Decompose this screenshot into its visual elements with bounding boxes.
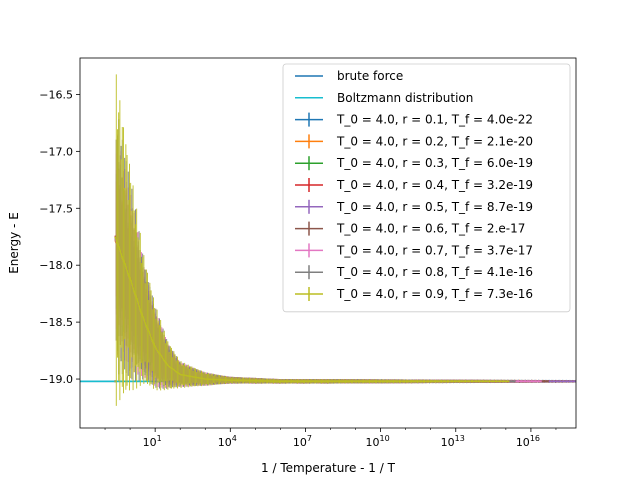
y-axis: −16.5 −17.0 −17.5 −18.0 −18.5 −19.0: [39, 88, 80, 386]
y-axis-label: Energy - E: [7, 212, 21, 274]
legend-label: T_0 = 4.0, r = 0.1, T_f = 4.0e-22: [336, 113, 533, 127]
x-tick-label: 101: [143, 434, 162, 449]
legend-label: T_0 = 4.0, r = 0.5, T_f = 8.7e-19: [336, 200, 533, 214]
legend-item: Boltzmann distribution: [295, 91, 473, 105]
legend-label: T_0 = 4.0, r = 0.2, T_f = 2.1e-20: [336, 134, 533, 148]
legend-item: T_0 = 4.0, r = 0.7, T_f = 3.7e-17: [295, 243, 533, 258]
legend-item: T_0 = 4.0, r = 0.4, T_f = 3.2e-19: [295, 178, 533, 192]
legend-item: T_0 = 4.0, r = 0.6, T_f = 2.e-17: [295, 221, 525, 236]
y-tick-label: −18.0: [39, 259, 73, 272]
legend-item: T_0 = 4.0, r = 0.8, T_f = 4.1e-16: [295, 265, 533, 280]
legend-item: T_0 = 4.0, r = 0.2, T_f = 2.1e-20: [295, 134, 533, 149]
legend-label: T_0 = 4.0, r = 0.9, T_f = 7.3e-16: [336, 287, 533, 301]
series-line: [114, 236, 510, 383]
y-tick-label: −17.0: [39, 145, 73, 158]
x-axis-label: 1 / Temperature - 1 / T: [261, 461, 396, 475]
legend-label: T_0 = 4.0, r = 0.3, T_f = 6.0e-19: [336, 156, 533, 170]
legend-label: brute force: [337, 69, 403, 83]
x-axis: 101 104 107 1010 1013 1016: [104, 428, 557, 449]
legend-label: T_0 = 4.0, r = 0.4, T_f = 3.2e-19: [336, 178, 533, 192]
legend-label: Boltzmann distribution: [337, 91, 473, 105]
plot-frame: [79, 57, 577, 429]
x-tick-label: 1010: [366, 434, 390, 449]
x-tick-label: 107: [293, 434, 312, 449]
series-layer: [80, 74, 576, 406]
x-tick-label: 1013: [441, 434, 465, 449]
legend: brute force Boltzmann distribution T_0 = 4…: [282, 63, 571, 313]
legend-label: T_0 = 4.0, r = 0.6, T_f = 2.e-17: [336, 222, 525, 236]
legend-label: T_0 = 4.0, r = 0.8, T_f = 4.1e-16: [336, 265, 533, 279]
y-tick-label: −17.5: [39, 202, 73, 215]
legend-label: T_0 = 4.0, r = 0.7, T_f = 3.7e-17: [336, 243, 533, 257]
y-tick-label: −19.0: [39, 373, 73, 386]
legend-item: T_0 = 4.0, r = 0.3, T_f = 6.0e-19: [295, 156, 533, 171]
legend-item: T_0 = 4.0, r = 0.1, T_f = 4.0e-22: [295, 112, 533, 127]
series-9: [114, 74, 510, 406]
y-tick-label: −18.5: [39, 316, 73, 329]
legend-item: brute force: [295, 69, 403, 83]
legend-item: T_0 = 4.0, r = 0.5, T_f = 8.7e-19: [295, 199, 533, 214]
y-tick-label: −16.5: [39, 88, 73, 101]
x-tick-label: 1016: [516, 434, 540, 449]
x-tick-label: 104: [218, 434, 237, 449]
legend-box: [282, 63, 571, 313]
legend-item: T_0 = 4.0, r = 0.9, T_f = 7.3e-16: [295, 287, 533, 301]
